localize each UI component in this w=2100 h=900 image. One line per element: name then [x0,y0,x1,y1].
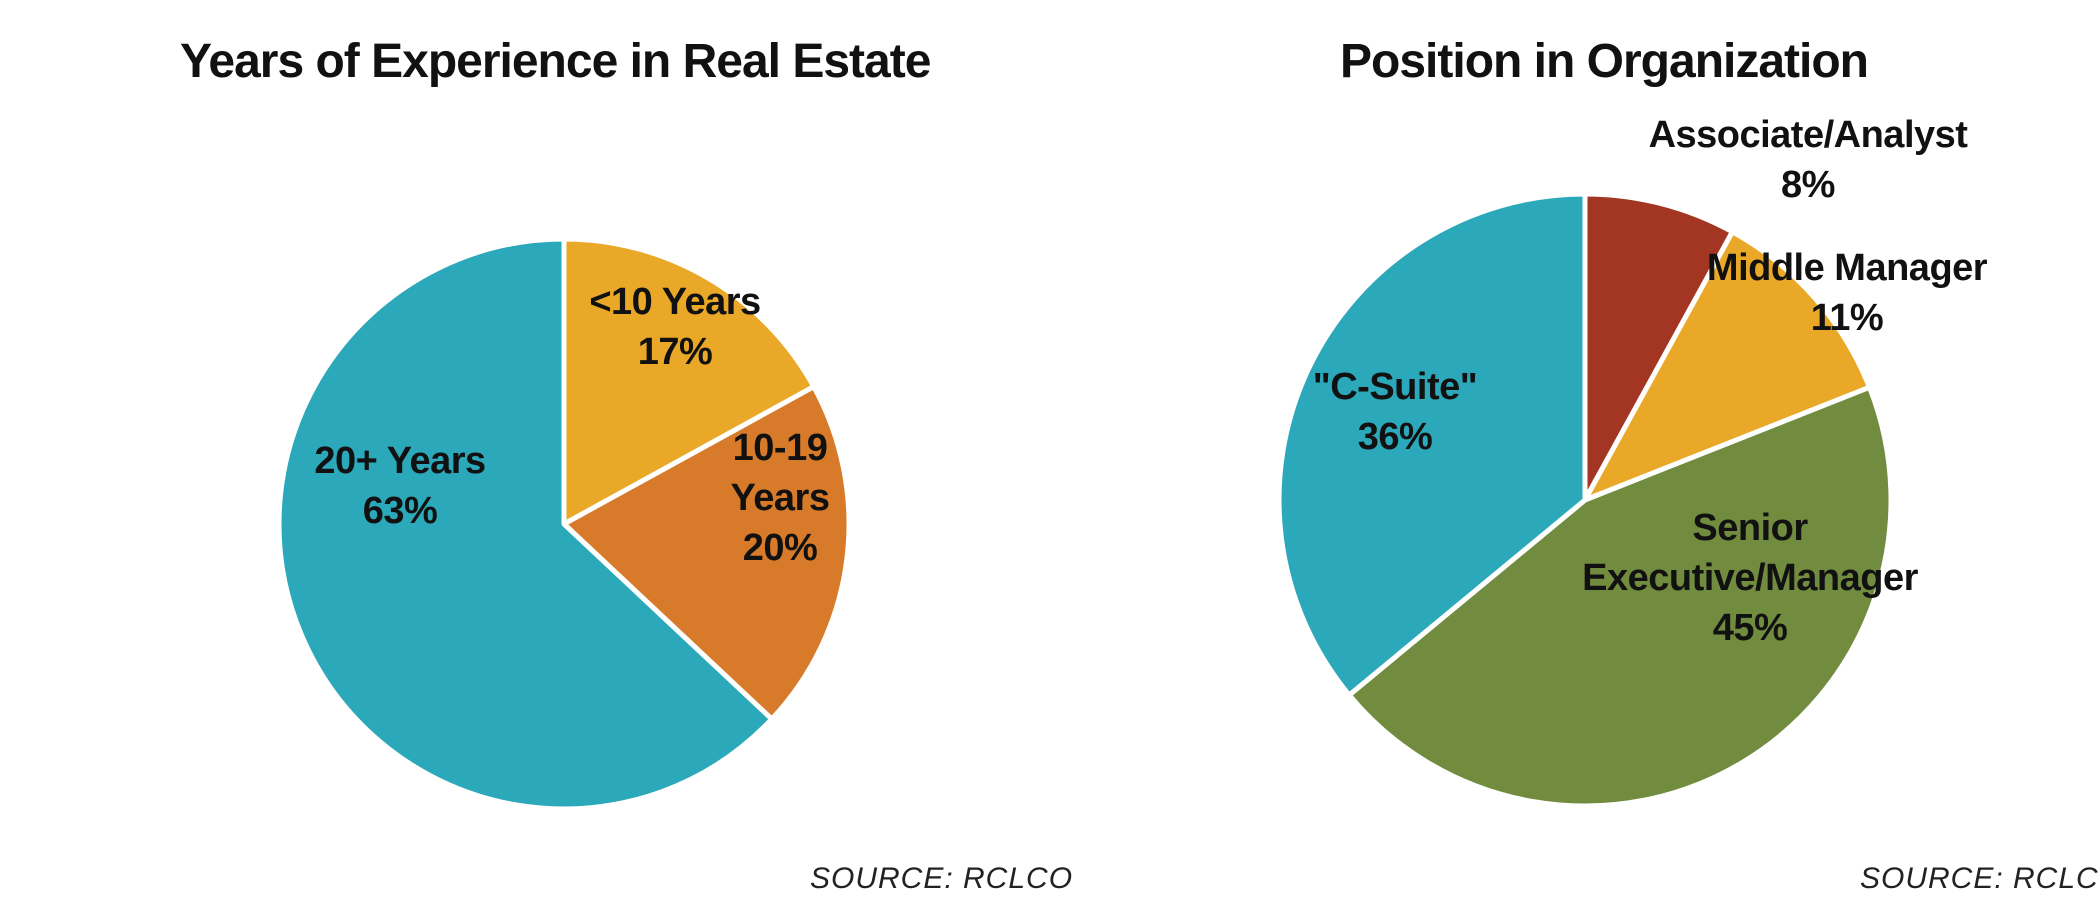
chart-experience: Years of Experience in Real Estate <10 Y… [180,35,1072,895]
slice-category-label: Years [731,477,830,519]
slice-value-label: 45% [1713,607,1788,649]
slice-label: Associate/Analyst 8% [1649,114,1969,206]
source-note: SOURCE: RCLCO [1860,862,2100,895]
slice-category-label: "C-Suite" [1313,366,1478,408]
slice-category-label: 20+ Years [314,440,485,482]
slice-value-label: 17% [638,331,713,373]
slice-value-label: 63% [363,490,438,532]
pie-slice [276,236,775,812]
chart-title: Position in Organization [1340,35,1869,88]
slice-value-label: 8% [1781,164,1835,206]
slice-label: "C-Suite" 36% [1313,366,1478,458]
pie-slice [1276,191,1588,698]
slice-category-label: <10 Years [589,281,760,323]
slice-category-label: Senior [1692,507,1808,549]
slice-value-label: 11% [1811,297,1883,339]
slice-category-label: Middle Manager [1707,247,1988,289]
slice-label: 20+ Years 63% [314,440,485,532]
slice-label: Middle Manager 11% [1707,247,1988,339]
pie-slice [1582,229,1873,503]
slice-category-label: Executive/Manager [1582,557,1918,599]
slice-category-label: Associate/Analyst [1649,114,1969,156]
slice-value-label: 36% [1358,416,1433,458]
pie-chart-position: Associate/Analyst 8% Middle Manager 11% Seni… [1276,114,1988,809]
slice-label: Senior Executive/Manager 45% [1582,507,1918,649]
slice-value-label: 20% [743,527,818,569]
pie-slice [561,236,817,527]
pie-slice [1582,191,1735,503]
slice-category-label: 10-19 [733,427,828,469]
slice-label: <10 Years 17% [589,281,760,373]
pie-chart-experience: <10 Years 17% 10-19 Years 20% 20+ Years 63% [276,236,852,812]
slice-label: 10-19 Years 20% [731,427,830,569]
chart-title: Years of Experience in Real Estate [180,35,931,88]
pie-slice [561,384,852,722]
source-note: SOURCE: RCLCO [810,862,1074,895]
chart-position: Position in Organization Associate/Analy… [1050,0,2100,900]
pie-slice [1346,384,1894,809]
